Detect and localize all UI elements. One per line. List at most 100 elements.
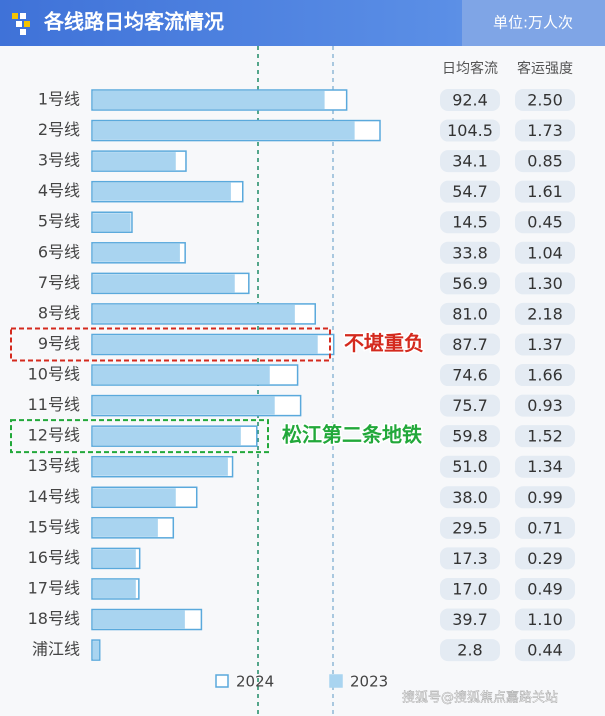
y-tick-label: 12号线 [28, 426, 80, 445]
bar-2023 [93, 396, 275, 415]
bar-2023 [93, 121, 355, 140]
intensity-cell [515, 639, 575, 662]
intensity-label: 2.50 [527, 91, 563, 110]
y-tick-label: 6号线 [38, 242, 80, 261]
bar-2023 [93, 182, 231, 201]
value-label: 59.8 [452, 427, 488, 446]
value-cell [440, 89, 500, 111]
column-header: 日均客流 [442, 60, 498, 77]
intensity-label: 1.04 [527, 243, 563, 262]
intensity-cell [515, 180, 575, 203]
intensity-label: 0.71 [527, 518, 563, 537]
header-icon [12, 13, 30, 35]
value-cell [440, 577, 500, 600]
value-label: 81.0 [452, 304, 488, 323]
bar-2023 [93, 427, 241, 446]
bar-2023 [93, 304, 295, 323]
intensity-label: 1.37 [527, 335, 563, 354]
legend-label: 2024 [236, 673, 274, 691]
bar-2023 [93, 641, 100, 660]
intensity-label: 0.44 [527, 641, 563, 660]
value-cell [440, 241, 500, 264]
intensity-cell [515, 241, 575, 264]
intensity-cell [515, 608, 575, 631]
value-cell [440, 639, 500, 662]
y-tick-label: 7号线 [38, 273, 80, 292]
intensity-cell [515, 577, 575, 600]
intensity-label: 1.52 [527, 427, 563, 446]
y-tick-label: 浦江线 [32, 640, 80, 659]
intensity-cell [515, 455, 575, 478]
bar-2023 [93, 488, 176, 507]
value-label: 39.7 [452, 610, 488, 629]
y-tick-label: 9号线 [38, 334, 80, 353]
bar-2023 [93, 610, 185, 629]
value-label: 87.7 [452, 335, 488, 354]
intensity-label: 1.34 [527, 457, 563, 476]
intensity-label: 1.61 [527, 182, 563, 201]
value-cell [440, 119, 500, 142]
y-tick-label: 8号线 [38, 303, 80, 322]
value-cell [440, 211, 500, 234]
intensity-label: 0.85 [527, 152, 563, 171]
y-tick-label: 16号线 [28, 548, 80, 567]
value-label: 14.5 [452, 213, 488, 232]
value-cell [440, 180, 500, 203]
y-tick-label: 11号线 [28, 395, 80, 414]
bar-2023 [93, 152, 176, 171]
source-watermark: 搜狐号@搜狐焦点嘉路关站 [402, 690, 558, 706]
legend-label: 2023 [350, 673, 388, 691]
chart-title: 各线路日均客流情况 [43, 10, 224, 34]
intensity-cell [515, 89, 575, 111]
bar-2023 [93, 457, 228, 476]
y-tick-label: 2号线 [38, 120, 80, 139]
value-label: 17.3 [452, 549, 488, 568]
annotation-text: 不堪重负 [344, 331, 424, 355]
y-tick-label: 17号线 [28, 578, 80, 597]
value-label: 54.7 [452, 182, 488, 201]
value-label: 56.9 [452, 274, 488, 293]
y-tick-label: 13号线 [28, 456, 80, 475]
value-label: 38.0 [452, 488, 488, 507]
legend-swatch [215, 674, 229, 688]
unit-box [462, 0, 605, 46]
intensity-label: 0.99 [527, 488, 563, 507]
bar-2023 [93, 91, 325, 109]
bar-2023 [93, 213, 131, 232]
bar-2023 [93, 335, 318, 354]
bar-2023 [93, 549, 136, 568]
value-label: 34.1 [452, 152, 488, 171]
value-cell [440, 547, 500, 570]
intensity-cell [515, 333, 575, 356]
y-tick-label: 15号线 [28, 517, 80, 536]
legend-swatch [329, 674, 343, 688]
y-tick-label: 1号线 [38, 90, 80, 109]
intensity-label: 0.93 [527, 396, 563, 415]
value-cell [440, 150, 500, 173]
bar-2023 [93, 274, 235, 293]
intensity-cell [515, 211, 575, 234]
intensity-label: 2.18 [527, 304, 563, 323]
y-tick-label: 4号线 [38, 181, 80, 200]
unit-label: 单位:万人次 [493, 14, 573, 32]
intensity-label: 0.45 [527, 213, 563, 232]
value-label: 75.7 [452, 396, 488, 415]
value-cell [440, 455, 500, 478]
value-cell [440, 516, 500, 539]
intensity-label: 1.66 [527, 366, 563, 385]
y-tick-label: 10号线 [28, 365, 80, 384]
bar-2023 [93, 518, 158, 537]
intensity-cell [515, 547, 575, 570]
value-label: 104.5 [447, 121, 493, 140]
bar-2023 [93, 579, 136, 598]
intensity-cell [515, 119, 575, 142]
value-label: 92.4 [452, 91, 488, 110]
intensity-cell [515, 486, 575, 509]
y-tick-label: 3号线 [38, 151, 80, 170]
annotation-box [10, 419, 269, 454]
value-label: 51.0 [452, 457, 488, 476]
intensity-cell [515, 364, 575, 387]
column-header: 客运强度 [517, 60, 573, 77]
